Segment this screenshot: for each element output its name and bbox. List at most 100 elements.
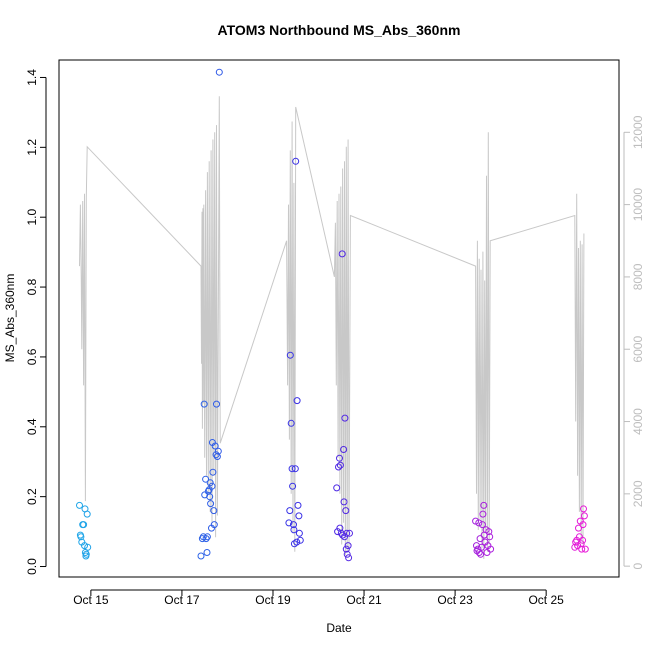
data-point xyxy=(76,501,83,509)
data-point xyxy=(289,482,297,490)
data-point xyxy=(578,545,586,553)
data-point xyxy=(80,521,88,529)
y2-tick-label: 6000 xyxy=(631,336,645,363)
data-point xyxy=(338,250,346,258)
data-point xyxy=(336,454,343,462)
chart-title: ATOM3 Northbound MS_Abs_360nm xyxy=(218,22,461,38)
data-point xyxy=(206,493,214,501)
data-point xyxy=(577,540,585,548)
axes: Oct 15 Oct 17 Oct 19 Oct 21 Oct 23 Oct 25 0.0 0… xyxy=(25,59,645,607)
y-axis-label: MS_Abs_360nm xyxy=(3,274,17,363)
data-point xyxy=(213,453,221,460)
data-point xyxy=(202,475,210,483)
data-point xyxy=(286,351,294,359)
data-point xyxy=(293,397,301,405)
data-point xyxy=(475,519,483,527)
data-point xyxy=(346,529,353,537)
data-point xyxy=(580,512,588,520)
data-point xyxy=(339,531,347,539)
data-point xyxy=(579,521,587,529)
y-tick-label: 0.4 xyxy=(25,418,39,435)
x-tick-label: Oct 15 xyxy=(73,593,109,607)
data-point xyxy=(210,521,218,529)
x-tick-label: Oct 17 xyxy=(164,593,200,607)
data-points xyxy=(76,68,589,562)
data-point xyxy=(341,533,348,541)
y2-tick-label: 4000 xyxy=(631,408,645,435)
data-point xyxy=(579,536,587,544)
y-tick-label: 0.8 xyxy=(25,278,39,295)
data-point xyxy=(203,533,211,541)
y-tick-label: 0.2 xyxy=(25,488,39,505)
secondary-series xyxy=(79,96,585,559)
data-point xyxy=(487,545,495,553)
y-tick-label: 0.6 xyxy=(25,348,39,365)
data-point xyxy=(334,528,342,536)
data-point xyxy=(209,468,217,476)
data-point xyxy=(294,501,302,509)
x-axis-label: Date xyxy=(326,621,352,635)
data-point xyxy=(288,465,296,473)
y-tick-label: 0.0 xyxy=(25,558,39,575)
data-point xyxy=(344,542,352,550)
data-point xyxy=(335,463,342,471)
secondary-line xyxy=(79,96,585,559)
data-point xyxy=(342,545,350,553)
data-point xyxy=(286,507,294,515)
data-point xyxy=(477,550,485,558)
data-point xyxy=(486,533,494,541)
data-point xyxy=(290,521,297,529)
y2-tick-label: 0 xyxy=(631,562,645,569)
y-tick-label: 1.0 xyxy=(25,209,39,226)
data-point xyxy=(581,545,589,553)
data-point xyxy=(341,414,349,422)
data-point xyxy=(77,533,85,541)
data-point xyxy=(206,479,214,487)
data-point xyxy=(208,482,216,490)
x-tick-label: Oct 21 xyxy=(346,593,382,607)
data-point xyxy=(285,519,293,527)
x-tick-label: Oct 25 xyxy=(528,593,564,607)
data-point xyxy=(340,498,348,506)
data-point xyxy=(343,550,351,558)
data-point xyxy=(295,529,303,537)
data-point xyxy=(203,549,211,556)
data-point xyxy=(207,500,215,508)
data-point xyxy=(292,157,300,165)
data-point xyxy=(345,554,353,562)
data-point xyxy=(202,535,210,543)
data-point xyxy=(212,451,220,459)
plot-frame xyxy=(58,59,620,578)
y2-tick-label: 8000 xyxy=(631,263,645,290)
data-point xyxy=(215,68,223,76)
y-tick-label: 1.4 xyxy=(25,69,39,86)
data-point xyxy=(84,543,92,551)
data-point xyxy=(473,542,480,550)
data-point xyxy=(574,542,582,550)
data-point xyxy=(290,526,298,534)
y2-tick-label: 2000 xyxy=(631,480,645,507)
data-point xyxy=(296,536,304,544)
data-point xyxy=(214,447,222,455)
data-point xyxy=(336,461,344,469)
data-point xyxy=(342,507,350,515)
data-point xyxy=(478,543,485,551)
data-point xyxy=(580,505,587,513)
data-point xyxy=(211,442,219,450)
data-point xyxy=(82,550,90,558)
data-point xyxy=(293,538,301,546)
data-point xyxy=(200,400,208,408)
data-point xyxy=(287,419,295,427)
data-point xyxy=(83,510,91,518)
x-tick-label: Oct 19 xyxy=(255,593,291,607)
y2-tick-label: 10000 xyxy=(631,188,645,222)
data-point xyxy=(476,535,484,543)
data-point xyxy=(478,521,486,529)
data-point xyxy=(213,400,220,408)
data-point xyxy=(291,465,299,473)
y-tick-label: 1.2 xyxy=(25,139,39,156)
data-point xyxy=(485,528,493,536)
data-point xyxy=(479,510,487,518)
data-point xyxy=(210,507,218,515)
